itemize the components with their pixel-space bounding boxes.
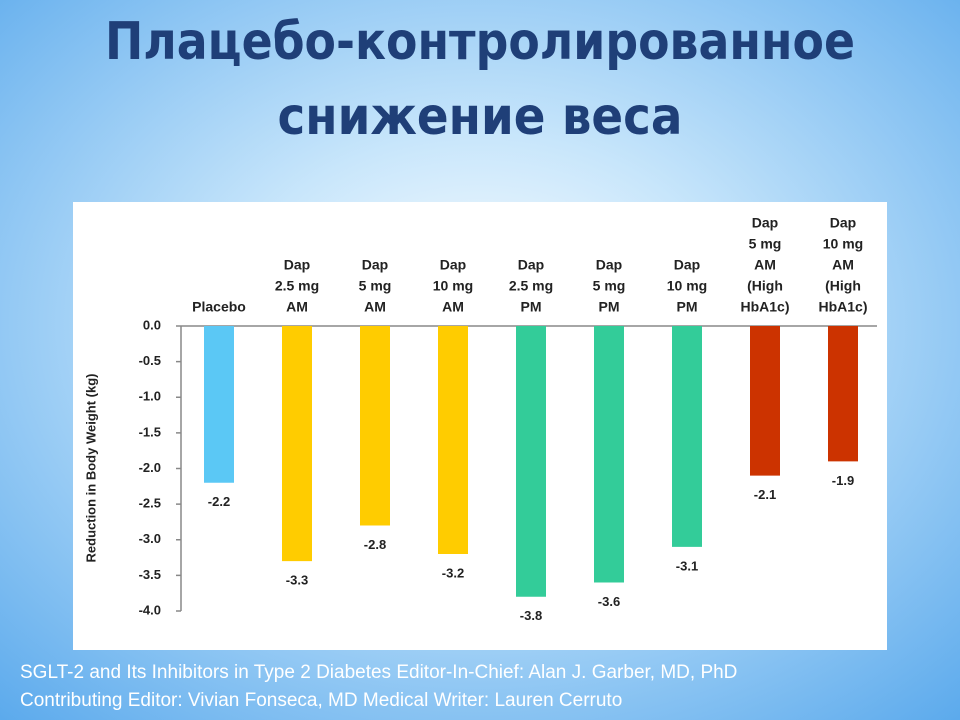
bar	[750, 326, 780, 476]
y-axis-label: Reduction in Body Weight (kg)	[83, 374, 98, 563]
value-label: -2.2	[208, 494, 230, 509]
y-tick-label: -0.5	[139, 353, 161, 368]
source-line: Contributing Editor: Vivian Fonseca, MD …	[20, 690, 622, 711]
x-tick-label: Dap	[596, 257, 622, 273]
x-tick-label: Dap	[440, 257, 466, 273]
value-label: -2.1	[754, 487, 776, 502]
x-tick-label: 5 mg	[359, 278, 392, 294]
y-tick-label: -2.0	[139, 460, 161, 475]
x-tick-label: PM	[521, 299, 542, 315]
x-tick-label: 5 mg	[593, 278, 626, 294]
x-tick-label: Dap	[830, 215, 856, 231]
x-tick-label: (High	[825, 278, 861, 294]
y-tick-label: -3.5	[139, 567, 161, 582]
title-line: снижение веса	[278, 87, 683, 147]
x-tick-label: Placebo	[192, 299, 246, 315]
x-tick-label: AM	[442, 299, 464, 315]
value-label: -3.2	[442, 565, 464, 580]
x-tick-label: (High	[747, 278, 783, 294]
x-tick-label: Dap	[518, 257, 544, 273]
source-line: SGLT-2 and Its Inhibitors in Type 2 Diab…	[20, 662, 737, 683]
value-label: -2.8	[364, 537, 386, 552]
y-tick-label: 0.0	[143, 317, 161, 332]
y-tick-label: -1.0	[139, 389, 161, 404]
bar	[828, 326, 858, 462]
bar	[594, 326, 624, 583]
y-tick-label: -4.0	[139, 602, 161, 617]
value-label: -3.6	[598, 594, 620, 609]
value-label: -1.9	[832, 473, 854, 488]
x-tick-label: PM	[677, 299, 698, 315]
bar	[438, 326, 468, 554]
x-tick-label: 2.5 mg	[275, 278, 319, 294]
title-line: Плацебо-контролированное	[105, 12, 855, 72]
bar	[204, 326, 234, 483]
x-tick-label: PM	[599, 299, 620, 315]
x-tick-label: Dap	[674, 257, 700, 273]
x-tick-label: AM	[754, 257, 776, 273]
value-label: -3.3	[286, 573, 308, 588]
x-tick-label: AM	[832, 257, 854, 273]
y-tick-label: -2.5	[139, 496, 161, 511]
value-label: -3.8	[520, 608, 542, 623]
x-tick-label: 10 mg	[823, 236, 863, 252]
bar	[282, 326, 312, 562]
value-label: -3.1	[676, 558, 698, 573]
bar	[672, 326, 702, 547]
x-tick-label: 10 mg	[433, 278, 473, 294]
x-tick-label: Dap	[752, 215, 778, 231]
y-tick-label: -3.0	[139, 531, 161, 546]
x-tick-label: 5 mg	[749, 236, 782, 252]
x-tick-label: 10 mg	[667, 278, 707, 294]
bar	[360, 326, 390, 526]
bar	[516, 326, 546, 597]
x-tick-label: AM	[286, 299, 308, 315]
x-tick-label: AM	[364, 299, 386, 315]
x-tick-label: HbA1c)	[818, 299, 867, 315]
x-tick-label: HbA1c)	[740, 299, 789, 315]
x-tick-label: Dap	[284, 257, 310, 273]
x-tick-label: 2.5 mg	[509, 278, 553, 294]
x-tick-label: Dap	[362, 257, 388, 273]
y-tick-label: -1.5	[139, 424, 161, 439]
